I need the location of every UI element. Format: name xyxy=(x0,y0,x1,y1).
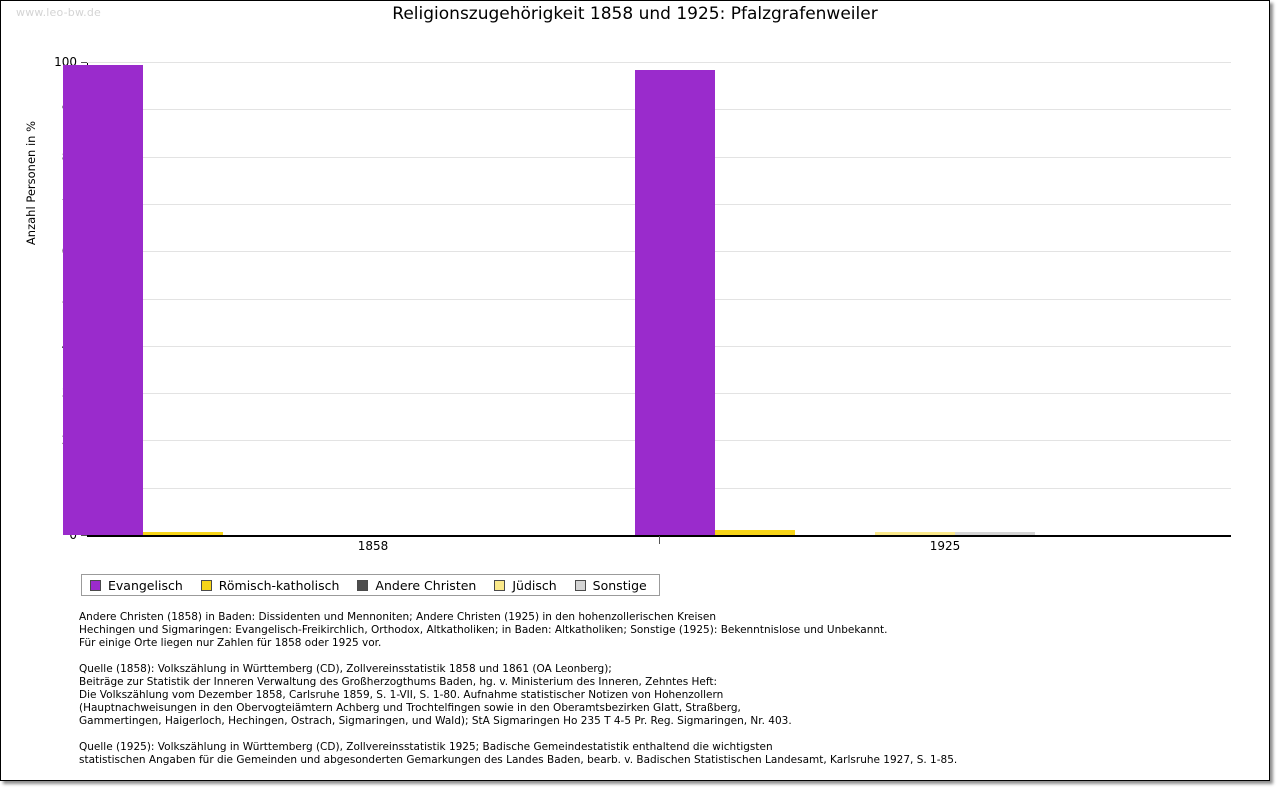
watermark-leo-bw: www.leo-bw.de xyxy=(16,6,102,19)
bar-1925-j-disch xyxy=(875,532,955,535)
bar-1925-sonstige xyxy=(955,532,1035,535)
legend-item-andere-christen[interactable]: Andere Christen xyxy=(357,578,476,593)
legend-item-evangelisch[interactable]: Evangelisch xyxy=(90,578,183,593)
page-title: Religionszugehörigkeit 1858 und 1925: Pf… xyxy=(392,4,878,24)
plot-area: 0102030405060708090100 xyxy=(54,55,1231,542)
legend-item-j-disch[interactable]: Jüdisch xyxy=(494,577,557,593)
legend-item-label: Evangelisch xyxy=(108,577,183,593)
y-tick-mark xyxy=(81,62,87,63)
chart-figure: www.leo-bw.de Religionszugehörigkeit 185… xyxy=(0,0,1270,781)
chart-legend: Evangelisch Römisch-katholisch Andere Chri… xyxy=(81,574,660,596)
legend-item-label: Sonstige xyxy=(592,577,647,593)
footnote-definitions: Andere Christen (1858) in Baden: Disside… xyxy=(79,611,888,649)
legend-item-r-misch-katholisch[interactable]: Römisch-katholisch xyxy=(200,577,340,593)
bar-1858-r-misch-katholisch xyxy=(143,532,223,535)
legend-item-label: Jüdisch xyxy=(512,577,557,593)
legend-swatch-icon xyxy=(574,579,586,591)
footnote-source-1858: Quelle (1858): Volkszählung in Württembe… xyxy=(79,663,792,727)
legend-swatch-icon xyxy=(494,579,506,591)
bar-1858-evangelisch xyxy=(63,64,143,535)
bar-1925-r-misch-katholisch xyxy=(715,530,795,535)
bar-1925-evangelisch xyxy=(635,70,715,535)
legend-item-sonstige[interactable]: Sonstige xyxy=(574,577,647,593)
legend-swatch-icon xyxy=(90,579,101,591)
x-tick-label-1925: 1925 xyxy=(929,539,961,553)
gridline xyxy=(87,62,1231,63)
x-axis-separator-tick xyxy=(659,536,660,544)
legend-item-label: Römisch-katholisch xyxy=(218,577,340,593)
legend-swatch-icon xyxy=(357,579,369,591)
y-tick-mark xyxy=(81,535,87,536)
legend-item-label: Andere Christen xyxy=(375,577,477,593)
y-tick-label: 0 xyxy=(69,528,77,542)
y-axis-title: Anzahl Personen in % xyxy=(24,120,38,246)
footnote-source-1925: Quelle (1925): Volkszählung in Württembe… xyxy=(79,741,958,766)
x-tick-label-1858: 1858 xyxy=(357,539,389,553)
legend-swatch-icon xyxy=(200,579,212,591)
